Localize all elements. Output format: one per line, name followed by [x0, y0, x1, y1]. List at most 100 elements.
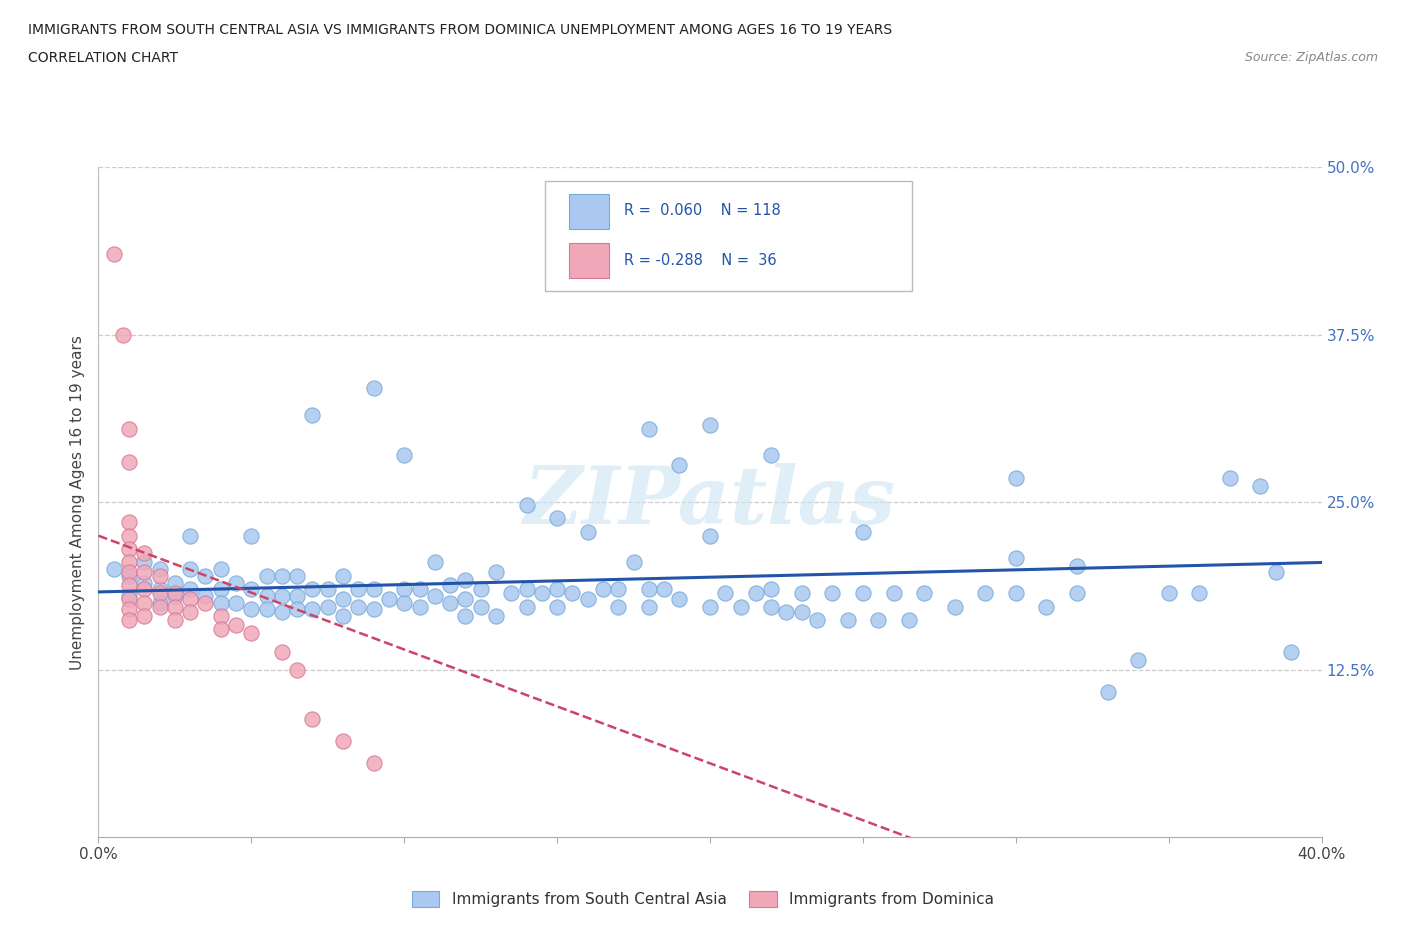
Text: ZIPatlas: ZIPatlas [524, 463, 896, 541]
Point [1066, 559, 1088, 574]
Point [714, 586, 737, 601]
Point [270, 644, 292, 659]
Point [943, 599, 966, 614]
Point [118, 528, 141, 543]
Point [470, 582, 492, 597]
Point [285, 602, 308, 617]
Point [821, 586, 844, 601]
Point [134, 565, 156, 579]
Point [759, 448, 782, 463]
Point [240, 528, 263, 543]
Point [149, 568, 172, 583]
Point [194, 568, 217, 583]
Point [637, 421, 661, 436]
Point [576, 591, 599, 606]
Point [118, 591, 141, 606]
Text: CORRELATION CHART: CORRELATION CHART [28, 51, 179, 65]
Point [699, 528, 721, 543]
Point [363, 602, 385, 617]
Point [301, 582, 323, 597]
Point [363, 381, 385, 396]
Point [1188, 586, 1211, 601]
Point [897, 613, 920, 628]
Point [837, 613, 859, 628]
Point [912, 586, 935, 601]
Point [1097, 684, 1119, 699]
Point [332, 608, 354, 623]
Point [546, 582, 568, 597]
Point [699, 417, 721, 432]
Point [759, 582, 782, 597]
Point [285, 662, 308, 677]
Point [668, 591, 690, 606]
Point [530, 586, 553, 601]
Point [408, 599, 430, 614]
Point [546, 599, 568, 614]
Point [134, 595, 156, 610]
Point [332, 591, 354, 606]
Point [301, 407, 323, 422]
Point [1264, 565, 1286, 579]
Point [163, 589, 186, 604]
Point [134, 575, 156, 590]
Point [883, 586, 905, 601]
Point [454, 573, 477, 588]
Point [301, 602, 323, 617]
Point [209, 595, 232, 610]
Point [607, 599, 630, 614]
Point [118, 555, 141, 570]
Point [209, 562, 232, 577]
Point [118, 578, 141, 592]
Point [363, 582, 385, 597]
Point [285, 589, 308, 604]
Y-axis label: Unemployment Among Ages 16 to 19 years: Unemployment Among Ages 16 to 19 years [70, 335, 86, 670]
Point [240, 626, 263, 641]
Point [285, 568, 308, 583]
Point [179, 562, 201, 577]
Point [501, 586, 523, 601]
Point [1035, 599, 1057, 614]
Point [439, 578, 461, 592]
Point [256, 568, 278, 583]
Point [699, 599, 721, 614]
Point [637, 599, 661, 614]
Point [103, 247, 125, 262]
Point [607, 582, 630, 597]
Point [790, 586, 813, 601]
Point [301, 711, 323, 726]
Text: R = -0.288    N =  36: R = -0.288 N = 36 [624, 253, 778, 268]
Point [852, 525, 875, 539]
Point [163, 586, 186, 601]
Point [623, 555, 645, 570]
Point [668, 458, 690, 472]
Point [347, 599, 370, 614]
Point [179, 604, 201, 619]
Point [118, 455, 141, 470]
Point [149, 562, 172, 577]
Point [240, 602, 263, 617]
Point [561, 586, 583, 601]
Point [179, 591, 201, 606]
Point [592, 582, 614, 597]
Point [256, 602, 278, 617]
FancyBboxPatch shape [569, 243, 609, 277]
Point [118, 613, 141, 628]
Point [392, 595, 416, 610]
Text: IMMIGRANTS FROM SOUTH CENTRAL ASIA VS IMMIGRANTS FROM DOMINICA UNEMPLOYMENT AMON: IMMIGRANTS FROM SOUTH CENTRAL ASIA VS IM… [28, 23, 893, 37]
Point [745, 586, 768, 601]
Point [149, 586, 172, 601]
Point [806, 613, 828, 628]
Point [974, 586, 997, 601]
Point [576, 525, 599, 539]
Point [240, 582, 263, 597]
Point [149, 582, 172, 597]
Legend: Immigrants from South Central Asia, Immigrants from Dominica: Immigrants from South Central Asia, Immi… [406, 884, 1000, 913]
Point [516, 582, 538, 597]
Point [134, 555, 156, 570]
Point [316, 582, 339, 597]
Point [485, 565, 508, 579]
Point [1004, 586, 1026, 601]
Point [163, 599, 186, 614]
Point [179, 528, 201, 543]
Point [225, 595, 247, 610]
